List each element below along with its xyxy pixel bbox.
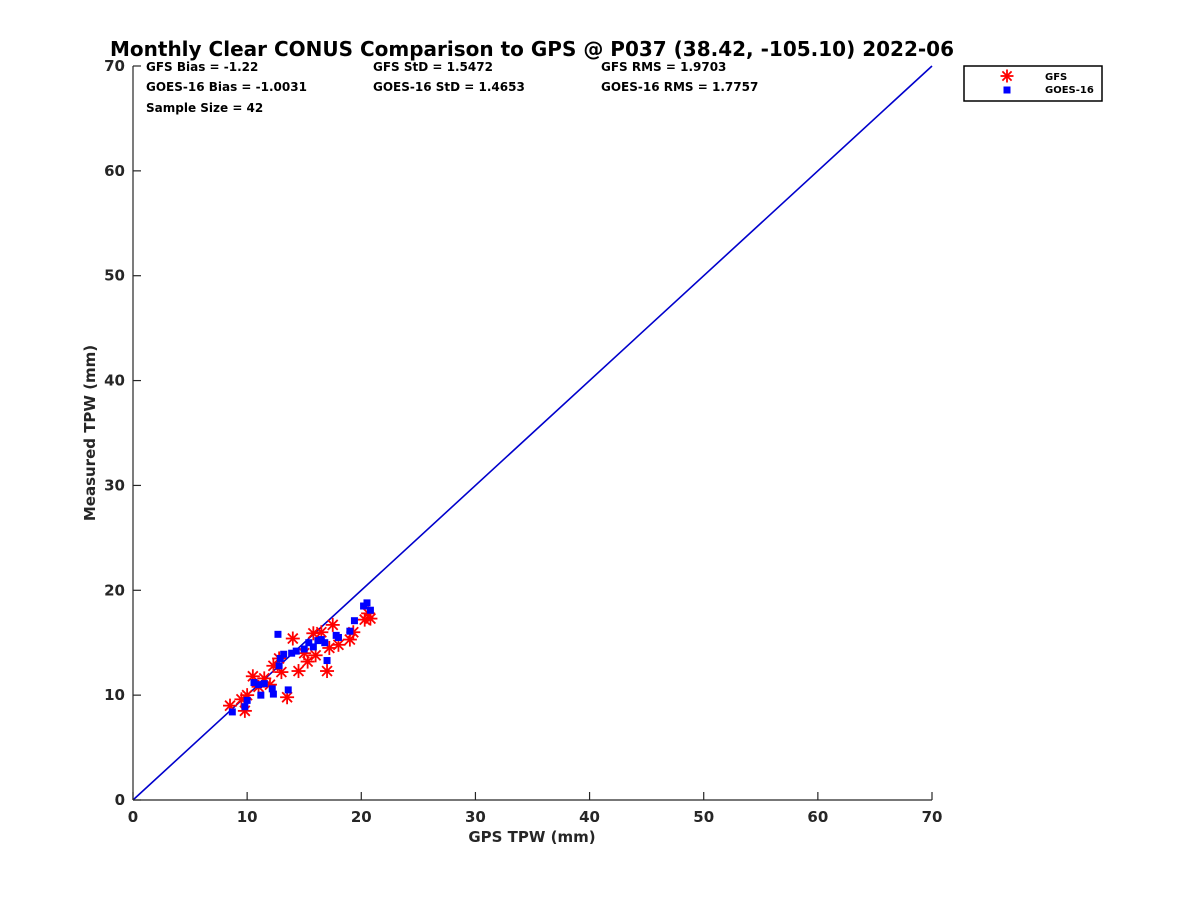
gfs-point bbox=[300, 654, 315, 669]
goes16-legend-square bbox=[1003, 86, 1011, 94]
goes-std-text: GOES-16 StD = 1.4653 bbox=[373, 80, 525, 94]
x-tick-label: 10 bbox=[237, 808, 258, 826]
gfs-point bbox=[280, 690, 295, 705]
gfs-point bbox=[331, 637, 346, 652]
goes16-point bbox=[334, 633, 342, 641]
goes16-point bbox=[363, 599, 371, 607]
ticks: 0 10 20 30 40 50 60 70 0 10 20 30 40 50 60 70 bbox=[104, 57, 942, 826]
x-tick-label: 50 bbox=[693, 808, 714, 826]
points-layer bbox=[223, 599, 378, 718]
gfs-point bbox=[363, 611, 378, 626]
goes16-point bbox=[276, 654, 284, 662]
goes16-point bbox=[250, 679, 258, 687]
legend: GFS GOES-16 bbox=[963, 65, 1103, 102]
legend-gfs-label: GFS bbox=[1045, 72, 1067, 83]
gfs-std-text: GFS StD = 1.5472 bbox=[373, 60, 493, 74]
goes16-point bbox=[346, 627, 354, 635]
gfs-bias-text: GFS Bias = -1.22 bbox=[146, 60, 258, 74]
one-to-one-line bbox=[132, 65, 933, 801]
x-tick-label: 40 bbox=[579, 808, 600, 826]
axes bbox=[132, 66, 932, 801]
gfs-point bbox=[306, 626, 321, 641]
goes16-point bbox=[274, 630, 282, 638]
x-tick-label: 0 bbox=[128, 808, 138, 826]
legend-gfs-marker bbox=[1000, 69, 1014, 83]
x-tick-label: 30 bbox=[465, 808, 486, 826]
goes16-point bbox=[241, 703, 249, 711]
y-tick-label: 40 bbox=[104, 372, 125, 390]
y-tick-label: 30 bbox=[104, 476, 125, 494]
x-tick-label: 70 bbox=[922, 808, 943, 826]
gfs-point bbox=[308, 648, 323, 663]
x-tick-label: 60 bbox=[807, 808, 828, 826]
goes16-point bbox=[305, 639, 313, 647]
y-axis-label: Measured TPW (mm) bbox=[81, 345, 99, 521]
goes16-point bbox=[350, 617, 358, 625]
goes16-point bbox=[268, 685, 276, 693]
sample-size-text: Sample Size = 42 bbox=[146, 101, 263, 115]
goes16-point bbox=[280, 650, 288, 658]
chart-title: Monthly Clear CONUS Comparison to GPS @ … bbox=[110, 37, 954, 61]
goes16-point bbox=[255, 681, 263, 689]
goes16-point bbox=[366, 606, 374, 614]
legend-goes-marker bbox=[1003, 86, 1011, 94]
goes16-point bbox=[292, 647, 300, 655]
gfs-point bbox=[325, 617, 340, 632]
reference-line-layer bbox=[132, 65, 933, 801]
goes16-point bbox=[288, 649, 296, 657]
legend-goes-label: GOES-16 bbox=[1045, 85, 1094, 96]
goes16-point bbox=[257, 691, 265, 699]
goes16-point bbox=[323, 657, 331, 665]
x-tick-label: 20 bbox=[351, 808, 372, 826]
y-tick-label: 20 bbox=[104, 581, 125, 599]
goes16-point bbox=[228, 708, 236, 716]
gfs-legend-asterisk bbox=[1000, 69, 1014, 83]
goes16-point bbox=[300, 645, 308, 653]
gfs-point bbox=[291, 664, 306, 679]
gfs-point bbox=[320, 664, 335, 679]
goes16-point bbox=[309, 643, 317, 651]
y-tick-label: 50 bbox=[104, 267, 125, 285]
goes-rms-text: GOES-16 RMS = 1.7757 bbox=[601, 80, 758, 94]
x-axis-label: GPS TPW (mm) bbox=[468, 828, 595, 846]
goes16-point bbox=[243, 696, 251, 704]
legend-box bbox=[963, 65, 1103, 102]
gfs-point bbox=[285, 631, 300, 646]
goes16-point bbox=[269, 690, 277, 698]
y-tick-label: 0 bbox=[115, 791, 125, 809]
goes16-point bbox=[321, 639, 329, 647]
goes16-point bbox=[275, 662, 283, 670]
stats-block: GFS Bias = -1.22 GOES-16 Bias = -1.0031 … bbox=[146, 60, 758, 115]
y-tick-label: 70 bbox=[104, 57, 125, 75]
goes-bias-text: GOES-16 Bias = -1.0031 bbox=[146, 80, 307, 94]
goes16-point bbox=[260, 680, 268, 688]
y-tick-label: 10 bbox=[104, 686, 125, 704]
y-tick-label: 60 bbox=[104, 162, 125, 180]
goes16-point bbox=[284, 686, 292, 694]
gfs-rms-text: GFS RMS = 1.9703 bbox=[601, 60, 726, 74]
